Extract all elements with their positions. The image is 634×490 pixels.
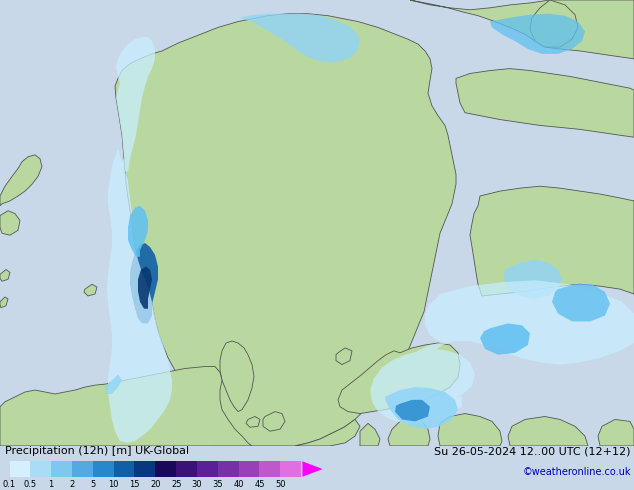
Polygon shape — [115, 14, 456, 446]
Bar — [134, 462, 155, 477]
Text: 35: 35 — [212, 480, 223, 490]
Polygon shape — [360, 423, 380, 446]
Text: 45: 45 — [254, 480, 265, 490]
Polygon shape — [107, 37, 172, 443]
Polygon shape — [385, 387, 458, 429]
Text: 1: 1 — [49, 480, 54, 490]
Polygon shape — [0, 155, 42, 206]
Text: 5: 5 — [90, 480, 96, 490]
Polygon shape — [530, 0, 578, 47]
Text: 20: 20 — [150, 480, 160, 490]
Polygon shape — [504, 260, 562, 299]
Polygon shape — [130, 243, 158, 323]
Polygon shape — [598, 419, 634, 446]
Polygon shape — [388, 416, 430, 446]
Polygon shape — [246, 416, 260, 427]
Polygon shape — [438, 414, 502, 446]
Text: ©weatheronline.co.uk: ©weatheronline.co.uk — [522, 467, 631, 477]
Text: 30: 30 — [191, 480, 202, 490]
Bar — [113, 462, 134, 477]
Polygon shape — [263, 412, 285, 431]
Polygon shape — [220, 341, 254, 412]
Polygon shape — [336, 348, 352, 365]
Bar — [176, 462, 197, 477]
Polygon shape — [0, 297, 8, 308]
Polygon shape — [552, 284, 610, 321]
Polygon shape — [480, 323, 530, 355]
Polygon shape — [138, 267, 152, 309]
Text: Su 26-05-2024 12..00 UTC (12+12): Su 26-05-2024 12..00 UTC (12+12) — [434, 446, 631, 456]
Text: 10: 10 — [108, 480, 119, 490]
Bar — [197, 462, 218, 477]
Bar — [72, 462, 93, 477]
Polygon shape — [240, 14, 360, 63]
Polygon shape — [490, 14, 585, 54]
Polygon shape — [128, 206, 148, 257]
Text: 50: 50 — [275, 480, 285, 490]
Polygon shape — [105, 374, 122, 394]
Polygon shape — [302, 462, 323, 477]
Text: 25: 25 — [171, 480, 181, 490]
Bar — [259, 462, 280, 477]
Bar — [155, 462, 176, 477]
Polygon shape — [295, 419, 360, 446]
Text: 2: 2 — [69, 480, 75, 490]
Bar — [10, 462, 30, 477]
Polygon shape — [395, 400, 430, 421]
Bar — [30, 462, 51, 477]
Text: Precipitation (12h) [m] UK-Global: Precipitation (12h) [m] UK-Global — [5, 446, 189, 456]
Text: 0.1: 0.1 — [3, 480, 16, 490]
Polygon shape — [470, 186, 634, 296]
Bar — [51, 462, 72, 477]
Polygon shape — [84, 284, 97, 296]
Text: 15: 15 — [129, 480, 139, 490]
Polygon shape — [0, 270, 10, 281]
Polygon shape — [0, 367, 252, 446]
Polygon shape — [338, 343, 460, 414]
Bar — [238, 462, 259, 477]
Polygon shape — [508, 416, 588, 446]
Bar — [93, 462, 113, 477]
Polygon shape — [410, 0, 634, 59]
Text: 40: 40 — [233, 480, 244, 490]
Polygon shape — [370, 280, 634, 423]
Bar — [218, 462, 238, 477]
Polygon shape — [0, 211, 20, 235]
Bar — [280, 462, 301, 477]
Text: 0.5: 0.5 — [24, 480, 37, 490]
Polygon shape — [456, 69, 634, 137]
